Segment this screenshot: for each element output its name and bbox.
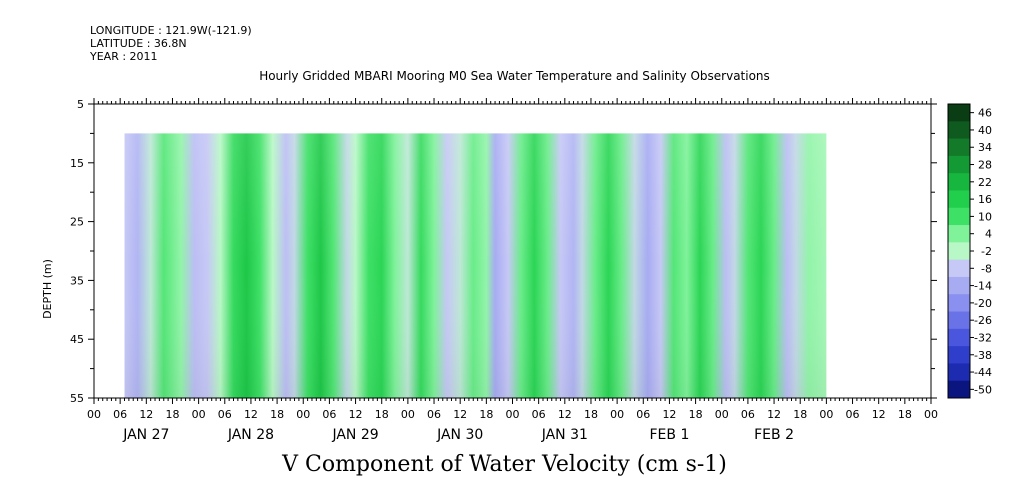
colorbar-label: 10 (978, 210, 992, 223)
colorbar-label: 40 (978, 124, 992, 137)
colorbar-swatch (948, 104, 970, 122)
x-hour-label: 06 (741, 408, 755, 421)
colorbar-swatch (948, 173, 970, 191)
colorbar-label: 34 (978, 141, 992, 154)
x-hour-label: 12 (662, 408, 676, 421)
colorbar-swatch (948, 207, 970, 226)
chart-title: Hourly Gridded MBARI Mooring M0 Sea Wate… (259, 69, 770, 83)
colorbar-label: 16 (978, 193, 992, 206)
x-hour-label: 00 (296, 408, 310, 421)
colorbar-label: 28 (978, 159, 992, 172)
colorbar-swatch (948, 259, 970, 278)
x-axis-label: V Component of Water Velocity (cm s-1) (282, 452, 727, 477)
x-hour-label: 06 (532, 408, 546, 421)
y-tick-label: 35 (70, 274, 84, 287)
colorbar-swatch (948, 242, 970, 261)
x-day-label: FEB 2 (754, 427, 794, 443)
x-hour-label: 06 (218, 408, 232, 421)
x-hour-label: 12 (767, 408, 781, 421)
colorbar-swatch (948, 311, 970, 330)
colorbar-swatch (948, 363, 970, 382)
x-hour-label: 12 (349, 408, 363, 421)
y-tick-label: 55 (70, 392, 84, 405)
colorbar-label: -2 (981, 245, 992, 258)
colorbar-swatch (948, 225, 970, 243)
colorbar-label: -20 (974, 297, 992, 310)
colorbar-swatch (948, 190, 970, 209)
x-hour-label: 18 (165, 408, 179, 421)
latitude-label: LATITUDE : 36.8N (90, 37, 187, 50)
colorbar-swatch (948, 380, 970, 399)
colorbar-swatch (948, 346, 970, 364)
x-day-label: JAN 29 (331, 427, 378, 443)
colorbar-swatch (948, 328, 970, 347)
longitude-label: LONGITUDE : 121.9W(-121.9) (90, 24, 252, 37)
x-hour-label: 18 (793, 408, 807, 421)
x-hour-label: 00 (87, 408, 101, 421)
x-hour-label: 18 (898, 408, 912, 421)
x-hour-label: 18 (479, 408, 493, 421)
x-hour-label: 00 (924, 408, 938, 421)
colorbar-label: -44 (974, 366, 992, 379)
colorbar-label: 4 (985, 228, 992, 241)
colorbar-swatch (948, 276, 970, 295)
y-tick-label: 15 (70, 157, 84, 170)
colorbar-label: 22 (978, 176, 992, 189)
x-hour-label: 18 (375, 408, 389, 421)
x-day-label: JAN 28 (227, 427, 274, 443)
x-hour-label: 00 (192, 408, 206, 421)
x-hour-label: 00 (715, 408, 729, 421)
x-hour-label: 06 (113, 408, 127, 421)
x-hour-label: 06 (427, 408, 441, 421)
x-hour-label: 00 (610, 408, 624, 421)
x-hour-label: 12 (558, 408, 572, 421)
y-axis-label: DEPTH (m) (41, 259, 54, 319)
y-tick-label: 45 (70, 333, 84, 346)
colorbar-label: 46 (978, 107, 992, 120)
x-day-label: JAN 30 (436, 427, 483, 443)
colorbar-label: -14 (974, 280, 992, 293)
mooring-metadata: LONGITUDE : 121.9W(-121.9) LATITUDE : 36… (90, 24, 252, 63)
x-hour-label: 12 (453, 408, 467, 421)
colorbar-swatch (948, 121, 970, 139)
x-day-label: FEB 1 (650, 427, 690, 443)
x-hour-label: 12 (244, 408, 258, 421)
x-hour-label: 12 (872, 408, 886, 421)
colorbar: 46 40 34 28 22 16 10 4 -2 -8 -14 -20 -26 -32 -38 -44 -50 (947, 103, 992, 399)
x-hour-label: 18 (270, 408, 284, 421)
x-hour-label: 00 (401, 408, 415, 421)
x-hour-label: 00 (506, 408, 520, 421)
colorbar-swatch (948, 294, 970, 312)
x-day-label: JAN 31 (541, 427, 588, 443)
x-hour-label: 12 (139, 408, 153, 421)
colorbar-swatch (948, 138, 970, 157)
velocity-field-shading (124, 133, 827, 398)
x-hour-label: 00 (819, 408, 833, 421)
x-day-label: JAN 27 (122, 427, 169, 443)
plot-area (93, 103, 932, 399)
colorbar-label: -8 (981, 262, 992, 275)
x-hour-label: 18 (689, 408, 703, 421)
x-hour-label: 06 (636, 408, 650, 421)
x-hour-label: 06 (322, 408, 336, 421)
colorbar-label: -50 (974, 383, 992, 396)
colorbar-swatch (948, 155, 970, 174)
y-tick-label: 5 (77, 98, 84, 111)
x-axis: 00 06 12 18 00 06 12 18 00 06 12 18 00 06 12 18 00 06 12 18… (87, 98, 938, 443)
x-hour-label: 18 (584, 408, 598, 421)
x-hour-label: 06 (846, 408, 860, 421)
colorbar-label: -26 (974, 314, 992, 327)
y-tick-label: 25 (70, 216, 84, 229)
y-axis: 5 15 25 35 45 55 (70, 98, 937, 405)
colorbar-label: -32 (974, 331, 992, 344)
year-label: YEAR : 2011 (90, 50, 158, 63)
colorbar-label: -38 (974, 349, 992, 362)
